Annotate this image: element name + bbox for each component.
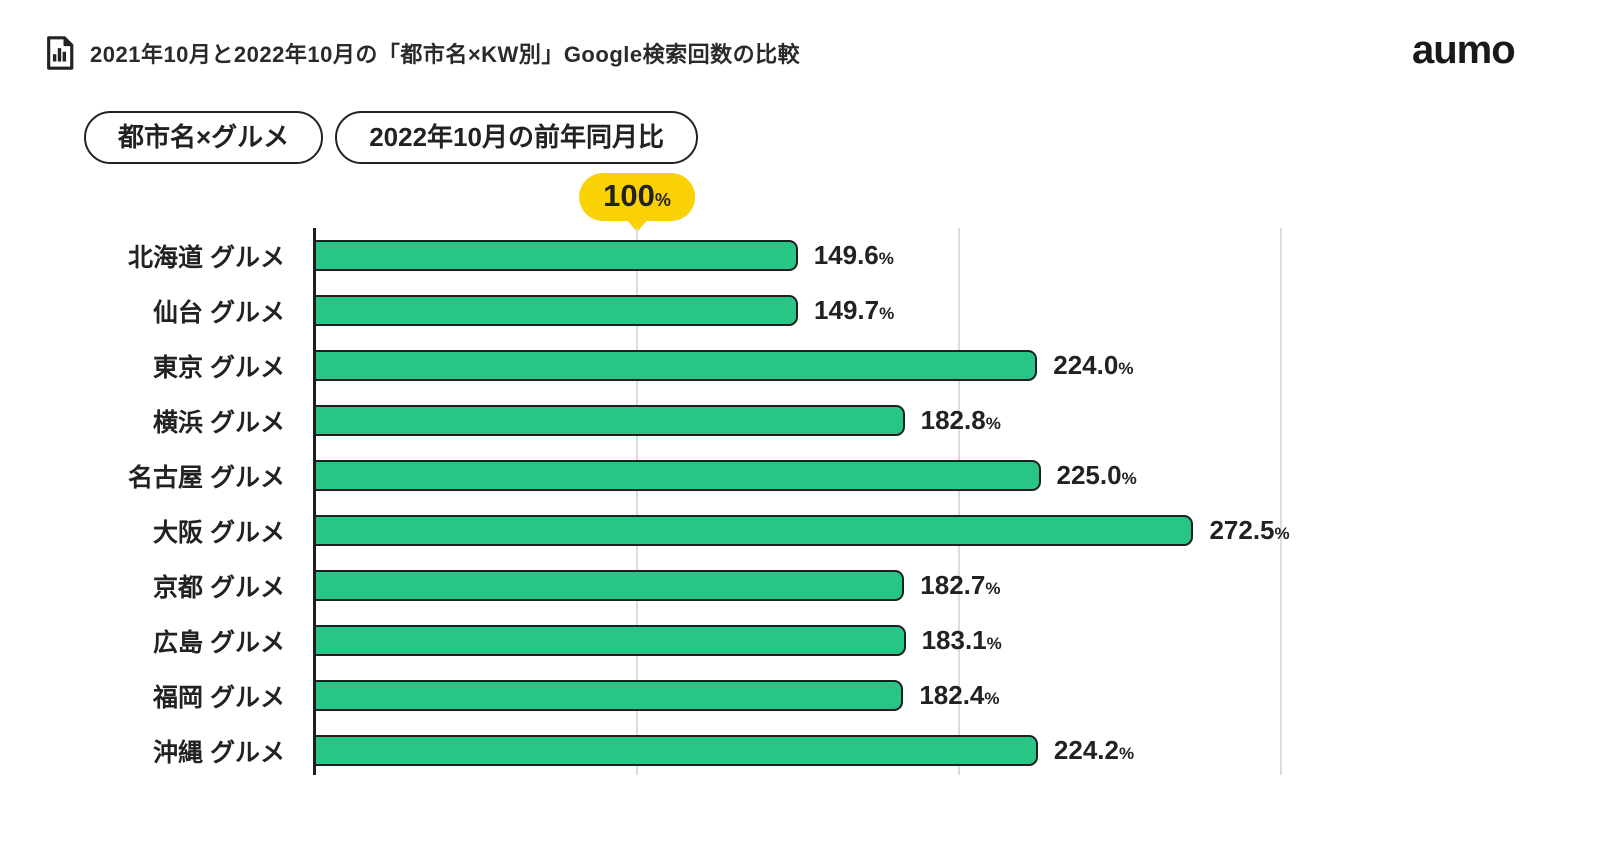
percent-sign: % — [985, 579, 1001, 598]
value-label: 224.2% — [1054, 735, 1134, 766]
bar-row: 広島 グルメ 183.1% — [153, 625, 1600, 657]
percent-sign: % — [1274, 524, 1290, 543]
badge-category: 都市名×グルメ — [84, 111, 324, 164]
category-label: 広島 グルメ — [153, 628, 285, 657]
category-label: 東京 グルメ — [153, 353, 285, 382]
aumo-logo: aumo — [1412, 28, 1516, 72]
bar — [316, 735, 1038, 766]
bar-row: 仙台 グルメ 149.7% — [153, 295, 1600, 327]
bar-row: 北海道 グルメ 149.6% — [128, 240, 1600, 272]
bar-row: 京都 グルメ 182.7% — [153, 570, 1600, 602]
bar-row: 大阪 グルメ 272.5% — [153, 515, 1600, 547]
percent-sign: % — [1118, 359, 1134, 378]
category-label: 京都 グルメ — [153, 573, 285, 602]
value-number: 149.6 — [813, 240, 879, 270]
bar-row: 福岡 グルメ 182.4% — [153, 680, 1600, 712]
category-label: 沖縄 グルメ — [153, 738, 285, 767]
bar — [316, 680, 904, 711]
value-label: 149.7% — [814, 295, 894, 326]
value-label: 225.0% — [1057, 460, 1137, 491]
badge-row: 都市名×グルメ 2022年10月の前年同月比 — [84, 111, 698, 164]
value-label: 182.8% — [921, 405, 1001, 436]
baseline-marker-bubble: 100% — [579, 173, 695, 221]
value-label: 183.1% — [922, 625, 1002, 656]
bar — [316, 460, 1041, 491]
bar-chart: 北海道 グルメ 149.6% 仙台 グルメ 149.7% 東京 グルメ 224.… — [0, 228, 1600, 775]
value-label: 224.0% — [1053, 350, 1133, 381]
bar — [316, 625, 906, 656]
bar-row: 横浜 グルメ 182.8% — [153, 405, 1600, 437]
bar-row: 沖縄 グルメ 224.2% — [153, 735, 1600, 767]
bar-row: 名古屋 グルメ 225.0% — [128, 460, 1600, 492]
document-bar-chart-icon — [47, 36, 74, 70]
bar-rows: 北海道 グルメ 149.6% 仙台 グルメ 149.7% 東京 グルメ 224.… — [128, 240, 1600, 767]
header: 2021年10月と2022年10月の「都市名×KW別」Google検索回数の比較 — [44, 36, 800, 70]
percent-sign: % — [878, 249, 894, 268]
bar — [316, 405, 905, 436]
bar-row: 東京 グルメ 224.0% — [153, 350, 1600, 382]
value-number: 224.0 — [1053, 350, 1119, 380]
value-number: 182.4 — [919, 680, 985, 710]
category-label: 大阪 グルメ — [153, 518, 285, 547]
value-number: 182.8 — [920, 405, 986, 435]
category-label: 仙台 グルメ — [153, 298, 285, 327]
percent-sign: % — [1119, 744, 1135, 763]
value-number: 183.1 — [921, 625, 987, 655]
value-label: 182.4% — [919, 680, 999, 711]
gridline-200 — [958, 228, 960, 775]
bar — [316, 240, 798, 271]
percent-sign: % — [879, 304, 895, 323]
percent-sign: % — [1121, 469, 1137, 488]
y-axis-line — [313, 228, 316, 775]
bar — [316, 515, 1194, 546]
value-number: 149.7 — [814, 295, 880, 325]
value-number: 182.7 — [920, 570, 986, 600]
value-number: 224.2 — [1053, 735, 1119, 765]
page-title: 2021年10月と2022年10月の「都市名×KW別」Google検索回数の比較 — [90, 42, 801, 67]
category-label: 北海道 グルメ — [128, 243, 285, 272]
category-label: 横浜 グルメ — [153, 408, 285, 437]
badge-period: 2022年10月の前年同月比 — [335, 111, 698, 164]
category-label: 名古屋 グルメ — [128, 463, 285, 492]
percent-sign: % — [985, 414, 1001, 433]
value-number: 225.0 — [1056, 460, 1122, 490]
bar — [316, 295, 799, 326]
bar — [316, 570, 905, 601]
bar — [316, 350, 1038, 381]
percent-sign: % — [986, 634, 1002, 653]
category-label: 福岡 グルメ — [153, 683, 285, 712]
value-label: 272.5% — [1209, 515, 1289, 546]
value-label: 182.7% — [920, 570, 1000, 601]
percent-sign: % — [984, 689, 1000, 708]
value-label: 149.6% — [814, 240, 894, 271]
baseline-unit: % — [654, 190, 671, 210]
value-number: 272.5 — [1209, 515, 1275, 545]
gridline-100 — [636, 228, 638, 775]
baseline-value: 100 — [603, 178, 655, 213]
gridline-300 — [1280, 228, 1282, 775]
